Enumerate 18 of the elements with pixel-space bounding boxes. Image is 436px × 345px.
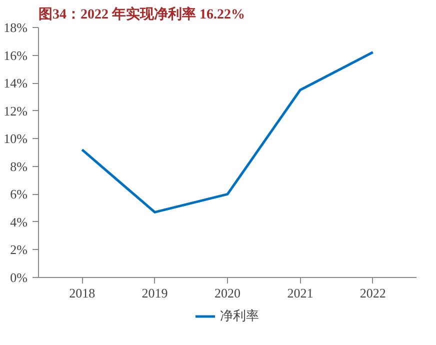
y-tick-label: 8% xyxy=(10,158,28,174)
y-tick-label: 0% xyxy=(10,270,28,285)
chart-title: 图34：2022 年实现净利率 16.22% xyxy=(38,6,245,22)
y-tick-label: 12% xyxy=(4,103,28,118)
x-tick-label: 2020 xyxy=(214,286,240,300)
y-tick-label: 10% xyxy=(4,131,28,146)
y-tick-label: 4% xyxy=(10,214,28,230)
x-tick-label: 2018 xyxy=(69,286,96,300)
x-tick-label: 2022 xyxy=(360,286,386,300)
y-tick-label: 14% xyxy=(4,76,28,91)
line-series xyxy=(80,50,374,214)
y-tick-label: 16% xyxy=(4,48,28,63)
y-tick-label: 6% xyxy=(10,186,28,202)
y-tick-label: 2% xyxy=(10,242,28,258)
x-tick-label: 2021 xyxy=(287,286,314,300)
x-tick-label: 2019 xyxy=(142,286,168,300)
y-tick-label: 18% xyxy=(4,20,28,35)
legend-label: 净利率 xyxy=(220,307,259,325)
